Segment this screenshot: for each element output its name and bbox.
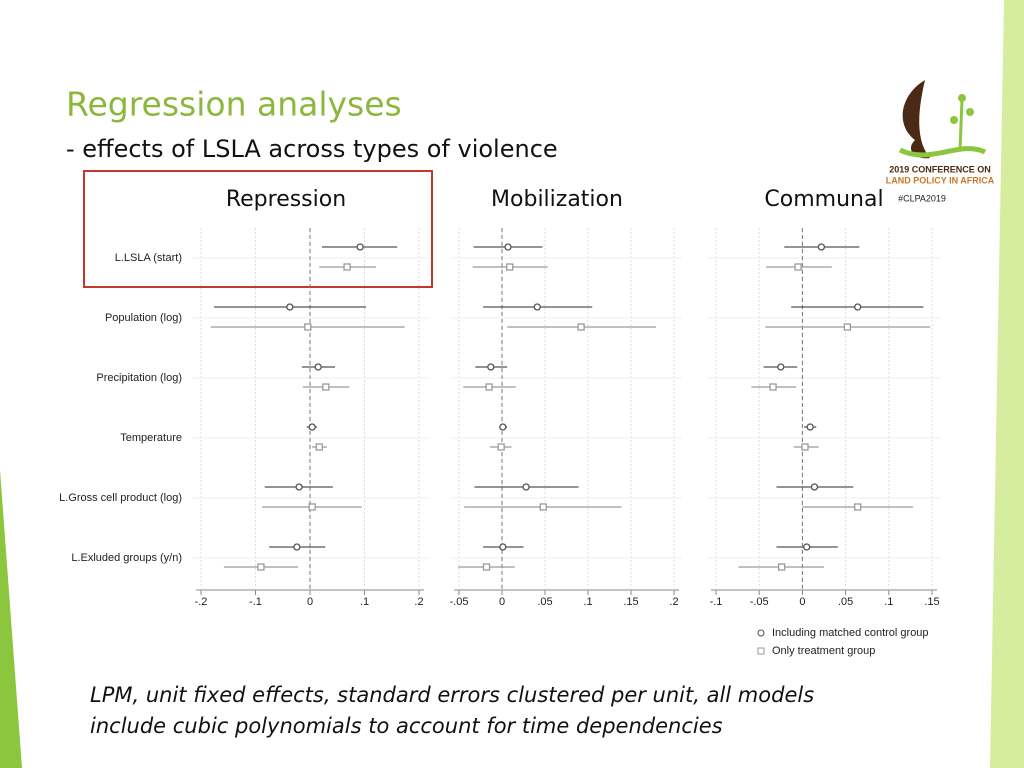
estimate	[504, 243, 512, 251]
footnote: LPM, unit fixed effects, standard errors…	[90, 683, 814, 707]
estimate	[497, 443, 505, 451]
estimate	[343, 263, 351, 271]
estimate	[499, 543, 507, 551]
legend-label: Only treatment group	[772, 645, 875, 657]
estimate	[487, 363, 495, 371]
x-tick-label: .1	[360, 596, 369, 608]
estimate	[810, 483, 819, 491]
logo-leaf	[966, 108, 974, 116]
estimate	[315, 443, 323, 451]
estimate	[803, 543, 811, 551]
estimate	[854, 303, 862, 311]
estimate	[506, 263, 514, 271]
panel-title: Repression	[226, 187, 346, 212]
estimate	[308, 503, 316, 511]
x-tick-label: .15	[924, 596, 939, 608]
estimate	[777, 363, 785, 371]
estimate	[806, 423, 814, 431]
x-tick-label: -.05	[750, 596, 769, 608]
panel-title: Communal	[764, 187, 883, 212]
highlight-box	[83, 170, 433, 288]
estimate	[801, 443, 809, 451]
x-tick-label: 0	[799, 596, 805, 608]
y-tick-label: Temperature	[120, 432, 182, 444]
estimate	[499, 423, 507, 431]
x-tick-label: .05	[537, 596, 552, 608]
estimate	[854, 503, 862, 511]
x-tick-label: -.1	[710, 596, 723, 608]
y-tick-label: L.LSLA (start)	[115, 252, 182, 264]
estimate	[356, 243, 364, 251]
panel-title: Mobilization	[491, 187, 623, 212]
logo-text: 2019 CONFERENCE ON	[889, 164, 991, 174]
estimate	[817, 243, 826, 251]
estimate	[308, 423, 316, 431]
estimate	[522, 483, 530, 491]
estimate	[577, 323, 585, 331]
x-tick-label: .1	[884, 596, 893, 608]
logo-plant	[958, 99, 964, 151]
x-tick-label: -.05	[450, 596, 469, 608]
estimate	[322, 383, 330, 391]
x-tick-label: .1	[583, 596, 592, 608]
x-tick-label: 0	[307, 596, 313, 608]
x-tick-label: .2	[414, 596, 423, 608]
y-tick-label: Precipitation (log)	[96, 372, 182, 384]
y-tick-label: L.Exluded groups (y/n)	[71, 552, 182, 564]
estimate	[286, 303, 294, 311]
right-stripe	[990, 0, 1024, 768]
estimate	[257, 563, 265, 571]
estimate	[778, 563, 786, 571]
estimate	[482, 563, 491, 571]
legend-marker	[757, 647, 765, 655]
logo: 2019 CONFERENCE ON LAND POLICY IN AFRICA…	[886, 80, 995, 203]
logo-figure	[902, 80, 930, 159]
y-tick-label: L.Gross cell product (log)	[59, 492, 182, 504]
slide-title: Regression analyses	[66, 85, 402, 124]
estimate	[485, 383, 493, 391]
logo-wave	[898, 146, 987, 158]
left-accent	[0, 470, 22, 768]
x-tick-label: 0	[499, 596, 505, 608]
x-tick-label: -.2	[195, 596, 208, 608]
estimate	[843, 323, 851, 331]
y-tick-label: Population (log)	[105, 312, 182, 324]
legend-label: Including matched control group	[772, 627, 929, 639]
x-tick-label: -.1	[249, 596, 262, 608]
logo-leaf	[958, 94, 966, 102]
estimate	[293, 543, 301, 551]
x-tick-label: .2	[669, 596, 678, 608]
x-tick-label: .15	[623, 596, 638, 608]
slide-subtitle: - effects of LSLA across types of violen…	[66, 135, 558, 163]
estimate	[769, 383, 777, 391]
estimate	[533, 303, 541, 311]
estimate	[794, 263, 802, 271]
logo-leaf	[950, 116, 958, 124]
footnote: include cubic polynomials to account for…	[90, 714, 723, 738]
hashtag: #CLPA2019	[898, 193, 946, 203]
estimate	[314, 363, 322, 371]
estimate	[304, 323, 312, 331]
logo-text: LAND POLICY IN AFRICA	[886, 175, 995, 185]
legend-marker	[757, 629, 765, 637]
x-tick-label: .05	[838, 596, 853, 608]
estimate	[295, 483, 303, 491]
estimate	[539, 503, 547, 511]
